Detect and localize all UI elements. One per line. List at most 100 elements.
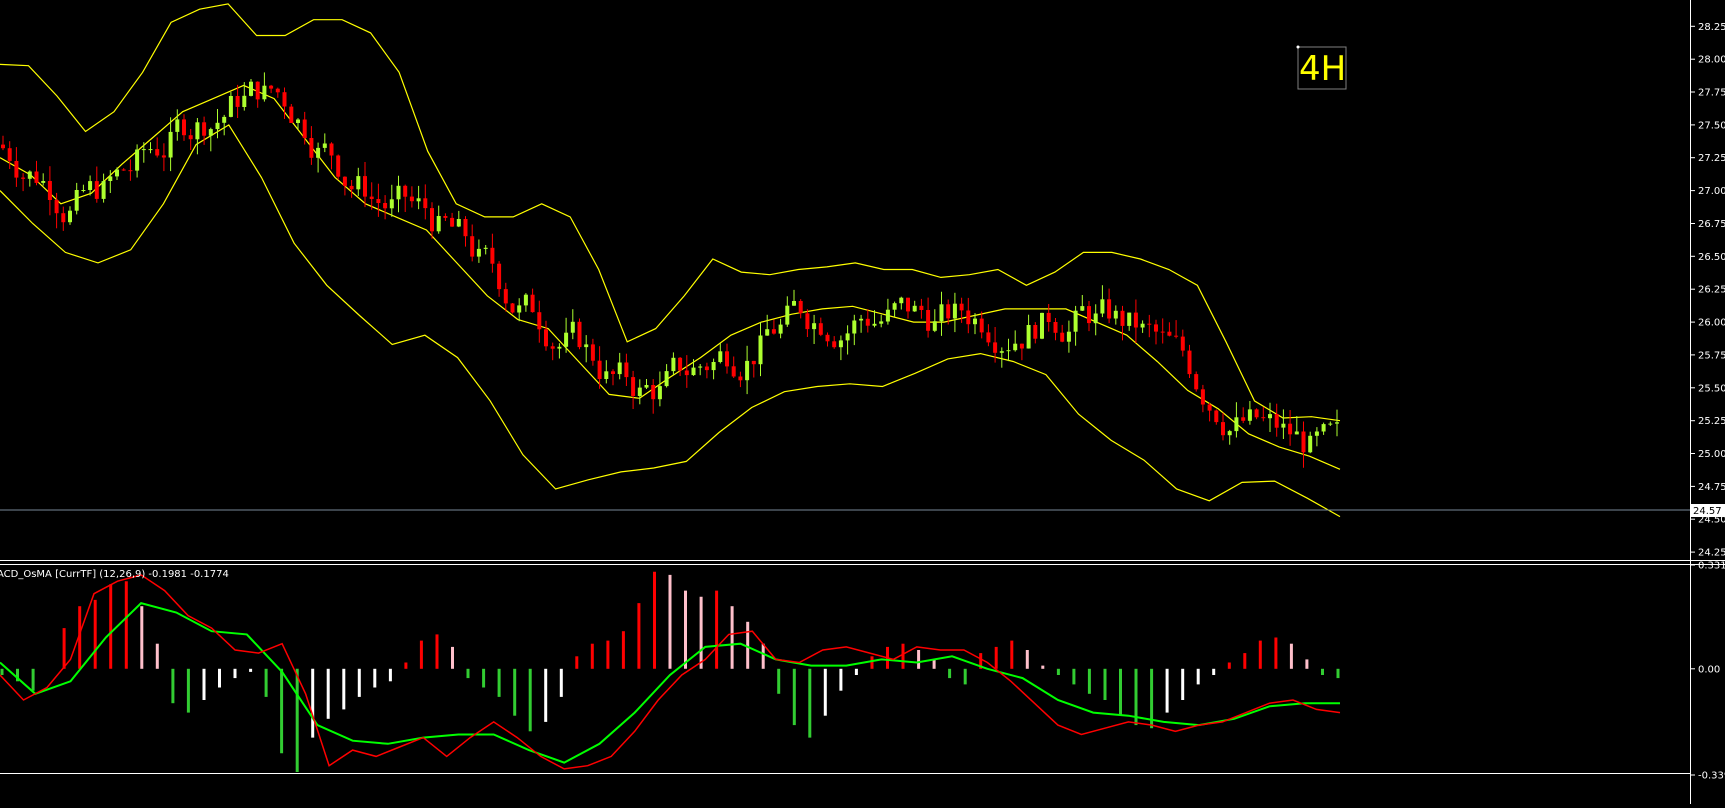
candle-body [483, 247, 488, 249]
candle-body [155, 149, 160, 156]
candle-body [128, 170, 133, 172]
candle-body [490, 247, 495, 264]
candle-body [349, 185, 354, 190]
candle-body [296, 119, 300, 123]
candle-body [932, 321, 937, 331]
candle-body [329, 143, 334, 156]
candle-body [1107, 299, 1112, 319]
price-tick-label: 25.50 [1698, 383, 1725, 394]
candle-body [999, 351, 1004, 353]
candle-body [1140, 323, 1145, 328]
candle-body [1113, 310, 1118, 319]
candle-body [1066, 331, 1071, 342]
lower-band-line [0, 124, 1341, 518]
price-tick-label: 27.50 [1698, 120, 1725, 131]
indicator-label: ACD_OsMA [CurrTF] (12,26,9) -0.1981 -0.1… [0, 569, 229, 580]
candle-body [771, 329, 776, 334]
candle-body [1133, 312, 1138, 328]
upper-band-line [0, 3, 1341, 422]
price-tick-label: 26.75 [1698, 219, 1725, 230]
timeframe-badge-anchor [1296, 45, 1300, 49]
candle-body [899, 297, 904, 304]
candle-body [1093, 313, 1098, 324]
candle-body [725, 351, 729, 367]
candle-body [249, 81, 253, 96]
price-tick-label: 24.50 [1698, 515, 1725, 526]
candle-body [718, 351, 723, 362]
candle-body [1308, 435, 1313, 453]
candle-body [671, 357, 676, 372]
candle-body [838, 340, 843, 348]
candle-body [517, 305, 522, 313]
candle-body [765, 329, 770, 336]
candle-body [1033, 325, 1038, 339]
indicator-tick-label: -0.3396 [1698, 771, 1725, 782]
candle-body [101, 181, 106, 199]
candle-body [651, 385, 656, 400]
candle-body [698, 366, 703, 368]
candle-body [215, 122, 220, 130]
candle-body [403, 185, 408, 197]
candle-body [590, 344, 595, 361]
timeframe-badge: 4H [1296, 45, 1347, 90]
candle-body [1073, 310, 1078, 332]
candle-body [644, 385, 649, 388]
candle-body [946, 304, 951, 319]
candle-body [423, 198, 428, 209]
candle-body [798, 301, 803, 314]
candle-body [785, 305, 790, 325]
candle-body [1247, 409, 1252, 421]
price-axis: 28.25 28.00 27.75 27.50 27.25 27.00 26.75 26.50… [1690, 22, 1725, 559]
candle-body [979, 318, 984, 333]
candle-body [537, 312, 542, 330]
candle-body [1, 144, 5, 149]
candle-body [396, 185, 401, 200]
candle-body [604, 371, 609, 379]
candle-body [852, 320, 857, 334]
candle-body [912, 305, 917, 312]
candle-body [476, 248, 481, 257]
candle-body [792, 301, 796, 306]
candle-body [885, 309, 890, 322]
candle-body [182, 119, 186, 136]
candle-body [269, 85, 274, 89]
candle-body [1167, 331, 1172, 336]
candle-body [966, 310, 971, 325]
candle-body [624, 362, 629, 378]
candle-body [121, 169, 126, 171]
candle-body [825, 334, 830, 342]
bollinger-bands [0, 3, 1341, 518]
candle-body [81, 190, 86, 191]
candle-body [282, 92, 287, 107]
candle-body [255, 81, 260, 100]
candle-body [363, 176, 367, 197]
candle-body [369, 196, 374, 199]
candle-body [1006, 350, 1011, 352]
candle-body [557, 346, 562, 349]
price-tick-label: 27.25 [1698, 153, 1725, 164]
candle-body [859, 318, 864, 321]
candle-body [584, 344, 589, 348]
candle-body [94, 181, 99, 199]
candle-body [684, 370, 689, 376]
price-tick-label: 26.25 [1698, 285, 1725, 296]
candle-body [383, 203, 388, 209]
candle-body [497, 263, 502, 290]
candle-body [302, 119, 307, 138]
candle-body [1187, 350, 1192, 375]
candle-body [389, 199, 394, 209]
candle-body [570, 321, 575, 333]
candle-body [443, 216, 448, 218]
candle-body [168, 131, 173, 158]
price-tick-label: 24.25 [1698, 548, 1725, 559]
candle-body [1080, 306, 1085, 311]
osma-histogram [0, 571, 1340, 772]
candle-body [1221, 422, 1225, 436]
candle-body [865, 318, 870, 326]
candle-body [275, 88, 280, 93]
candle-body [845, 333, 850, 341]
candle-body [309, 138, 314, 158]
